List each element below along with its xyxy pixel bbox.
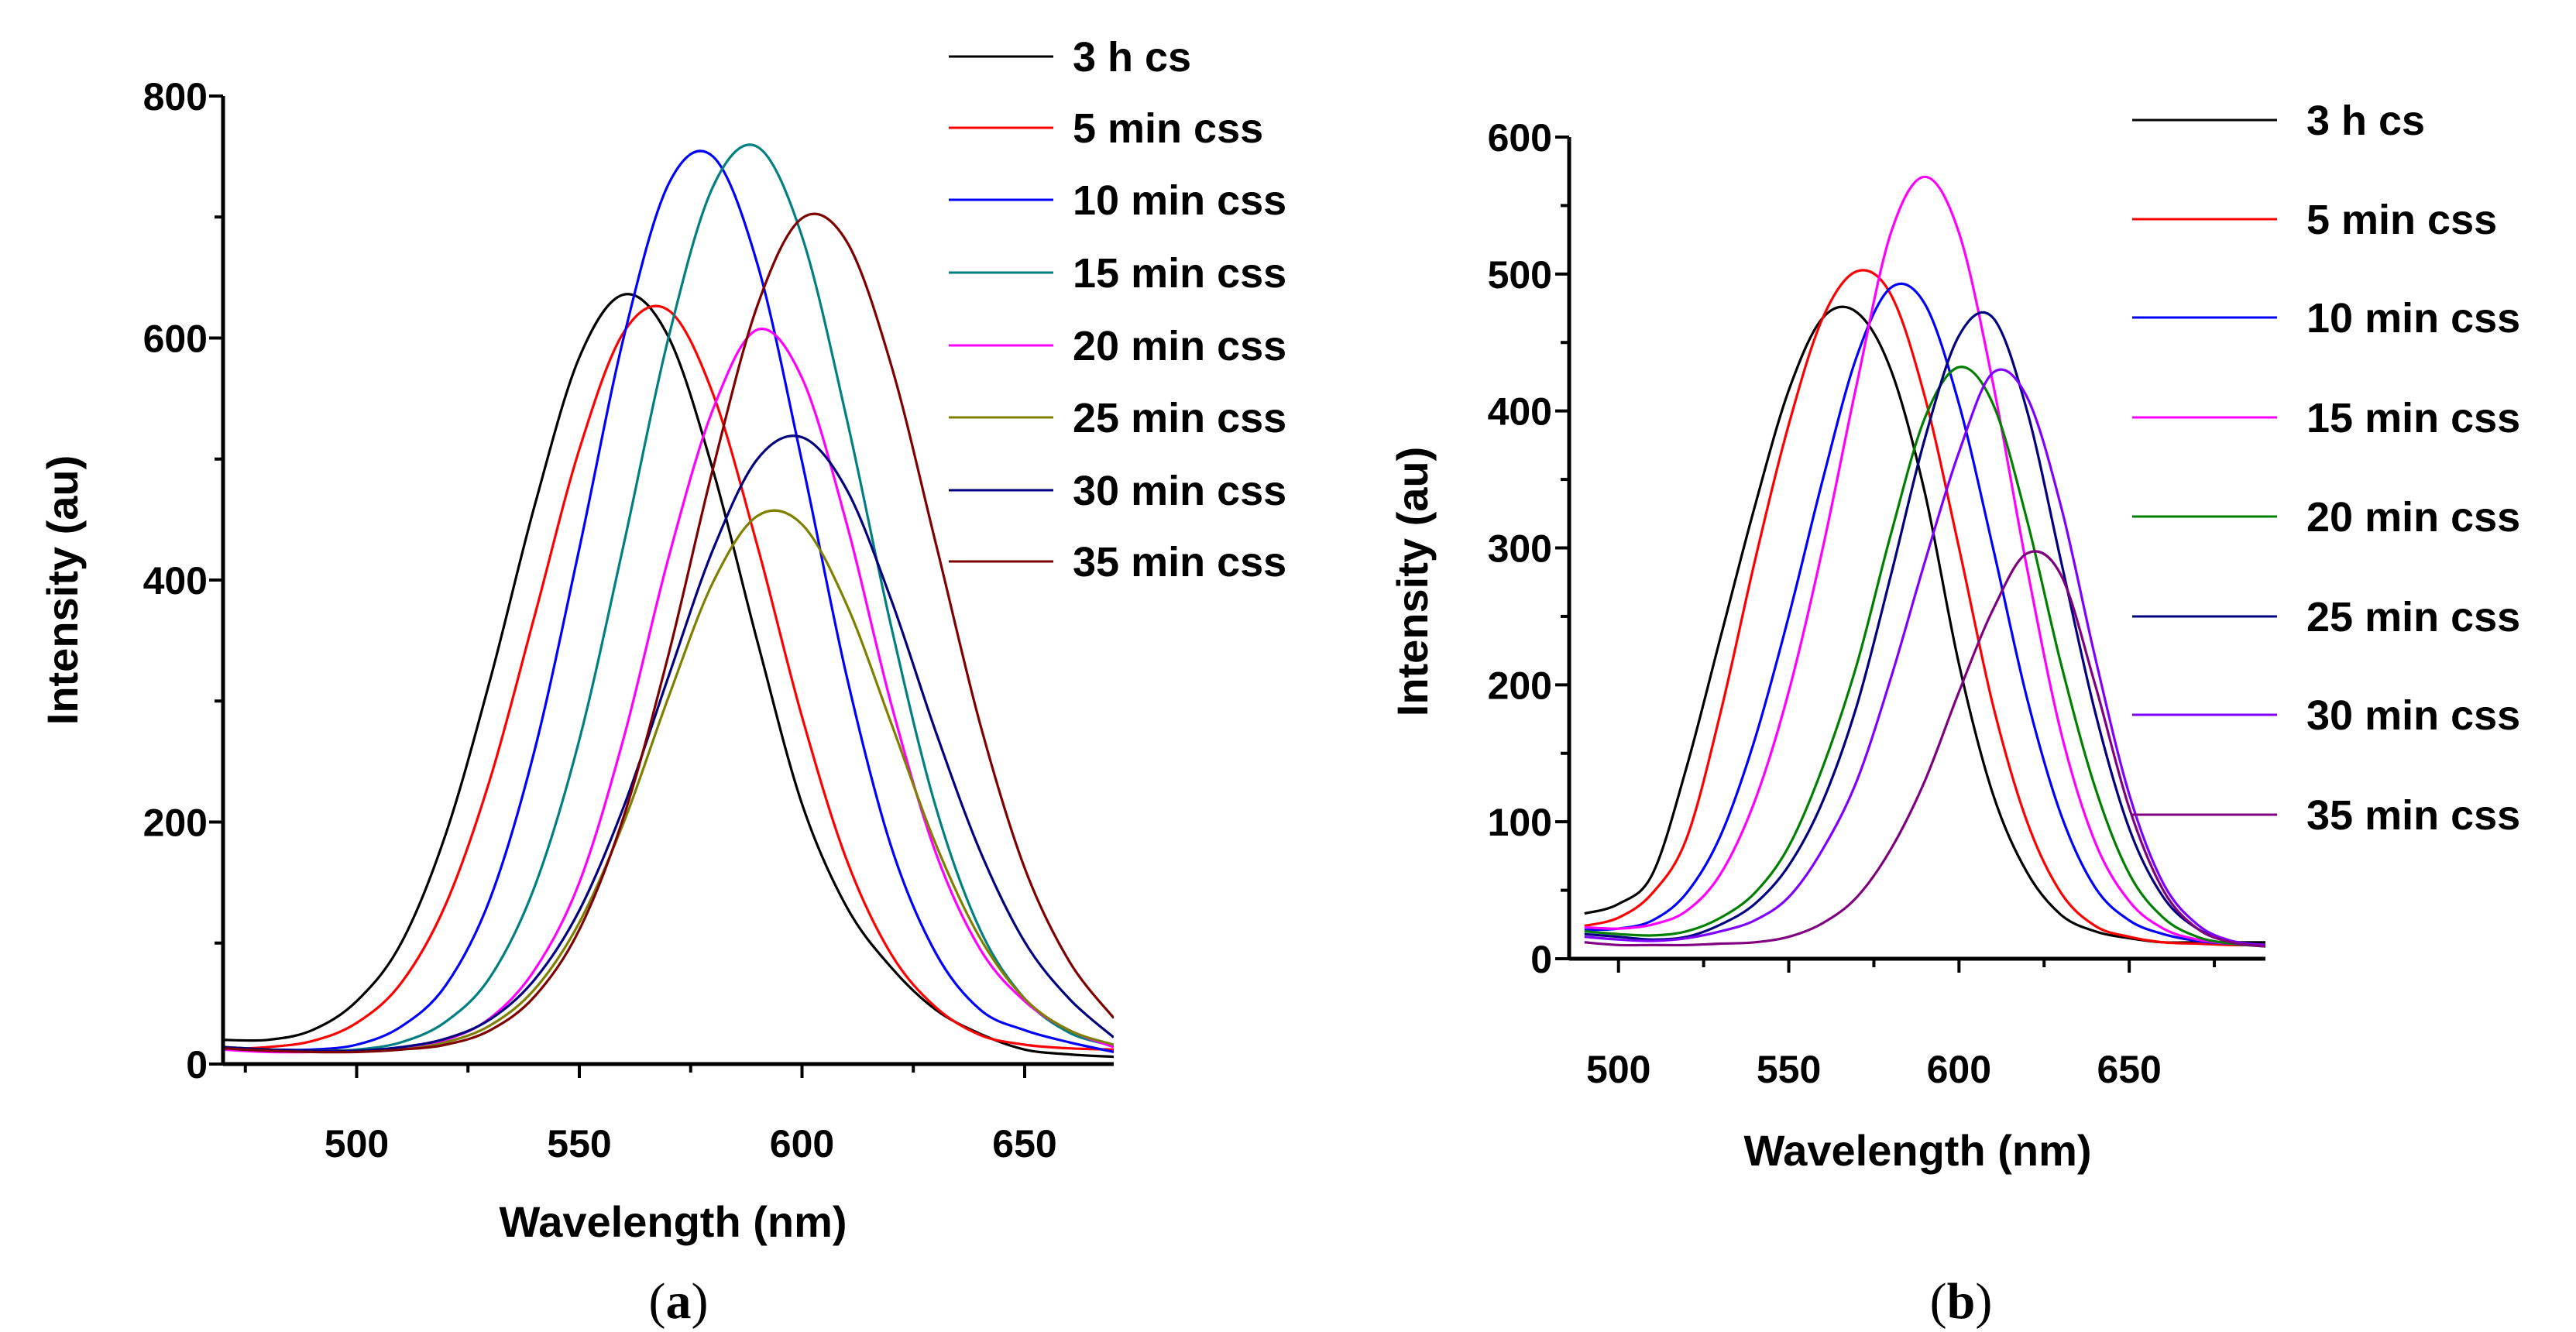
panel-label: (b) [1930, 1273, 1993, 1330]
x-axis-label: Wavelength (nm) [499, 1197, 847, 1246]
axes: 500 550 600 650 0 200 400 600 800 [143, 75, 1114, 1166]
axes: 500 550 600 650 0 100 200 300 400 500 600 [1488, 116, 2265, 1091]
x-axis-label: Wavelength (nm) [1743, 1126, 2091, 1175]
series-line-3-h-cs [1584, 305, 2265, 944]
series-line-20-min-css [223, 327, 1114, 1054]
legend-label: 20 min css [1073, 323, 1286, 369]
series-line-15-min-css [223, 143, 1114, 1052]
legend-label: 10 min css [1073, 177, 1286, 224]
panel-letter: a [666, 1273, 692, 1330]
series-line-35-min-css [1584, 550, 2265, 948]
legend-label: 5 min css [1073, 105, 1263, 152]
y-tick-label: 800 [143, 75, 208, 118]
y-tick-label: 300 [1488, 527, 1552, 571]
series-line-15-min-css [1584, 175, 2265, 946]
series-line-30-min-css [223, 434, 1114, 1052]
series-line-10-min-css [223, 149, 1114, 1053]
x-tick-label: 500 [1586, 1048, 1650, 1091]
series-line-25-min-css [1584, 311, 2265, 946]
series-line-3-h-cs [223, 293, 1114, 1059]
series-line-25-min-css [223, 509, 1114, 1052]
y-tick-label: 500 [1488, 253, 1552, 297]
y-tick-label: 0 [186, 1043, 208, 1087]
legend-label: 35 min css [1073, 539, 1286, 585]
y-tick-label: 200 [1488, 664, 1552, 707]
x-tick-label: 600 [770, 1122, 834, 1166]
x-tick-label: 500 [325, 1122, 389, 1166]
legend-label: 25 min css [2306, 594, 2520, 640]
series-line-20-min-css [1584, 366, 2265, 948]
series-line-35-min-css [223, 212, 1114, 1054]
legend-label: 3 h cs [2306, 98, 2425, 144]
y-tick-label: 600 [1488, 116, 1552, 160]
x-tick-label: 550 [547, 1122, 611, 1166]
series-line-10-min-css [1584, 282, 2265, 946]
chart-panel-a: 500 550 600 650 0 200 400 600 800 Wavelength (nm… [38, 34, 1286, 1330]
legend-label: 35 min css [2306, 792, 2520, 839]
x-tick-label: 600 [1927, 1048, 1991, 1091]
y-axis-label: Intensity (au) [1388, 447, 1437, 716]
panel-label: (a) [649, 1273, 709, 1330]
y-tick-label: 600 [143, 318, 208, 361]
legend-label: 3 h cs [1073, 34, 1191, 81]
legend-label: 30 min css [2306, 692, 2520, 739]
series-line-30-min-css [1584, 368, 2265, 946]
x-tick-label: 650 [992, 1122, 1056, 1166]
legend-label: 30 min css [1073, 468, 1286, 514]
series-line-5-min-css [223, 304, 1114, 1051]
legend-label: 20 min css [2306, 494, 2520, 541]
legend-label: 5 min css [2306, 197, 2497, 243]
series-layer [223, 143, 1114, 1059]
legend-label: 10 min css [2306, 295, 2520, 342]
series-layer [1584, 175, 2265, 948]
legend: 3 h cs 5 min css 10 min css 15 min css 20 mi… [949, 34, 1286, 585]
legend: 3 h cs 5 min css 10 min css 15 min css 20 mi… [2132, 98, 2520, 839]
series-line-5-min-css [1584, 269, 2265, 947]
chart-panel-b: 500 550 600 650 0 100 200 300 400 500 600 Waveleng… [1388, 98, 2520, 1330]
y-tick-label: 100 [1488, 801, 1552, 844]
y-axis-label: Intensity (au) [38, 455, 87, 725]
legend-label: 15 min css [2306, 395, 2520, 441]
x-tick-label: 650 [2097, 1048, 2161, 1091]
panel-letter: b [1947, 1273, 1976, 1330]
legend-label: 15 min css [1073, 250, 1286, 297]
y-tick-label: 400 [143, 559, 208, 602]
legend-label: 25 min css [1073, 395, 1286, 441]
y-tick-label: 400 [1488, 390, 1552, 434]
y-tick-label: 0 [1530, 938, 1552, 981]
x-tick-label: 550 [1757, 1048, 1821, 1091]
y-tick-label: 200 [143, 802, 208, 845]
